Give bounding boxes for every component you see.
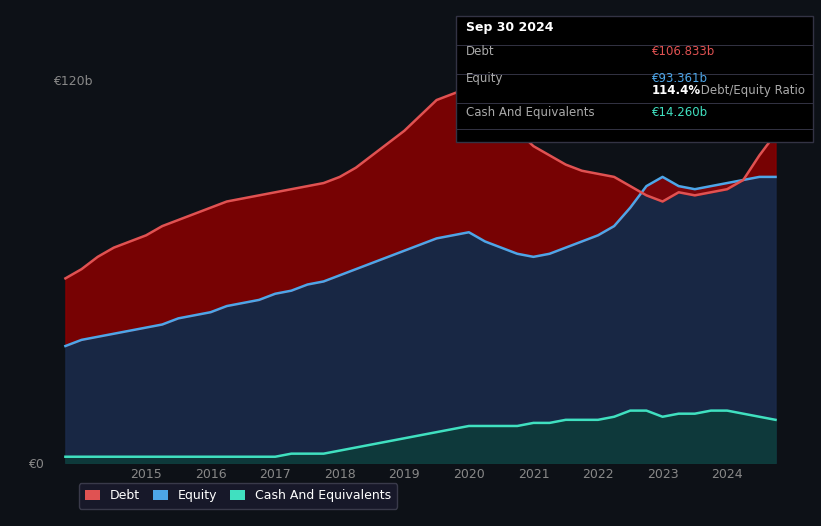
Text: Debt: Debt [466,45,494,58]
Text: 114.4%: 114.4% [652,84,701,97]
Text: €120b: €120b [53,75,93,88]
Text: Equity: Equity [466,72,503,85]
Text: Sep 30 2024: Sep 30 2024 [466,21,553,34]
Text: Debt/Equity Ratio: Debt/Equity Ratio [697,84,805,97]
Text: €106.833b: €106.833b [652,45,715,58]
Text: €93.361b: €93.361b [652,72,708,85]
Legend: Debt, Equity, Cash And Equivalents: Debt, Equity, Cash And Equivalents [79,483,397,509]
Text: €14.260b: €14.260b [652,106,709,119]
Text: Cash And Equivalents: Cash And Equivalents [466,106,594,119]
